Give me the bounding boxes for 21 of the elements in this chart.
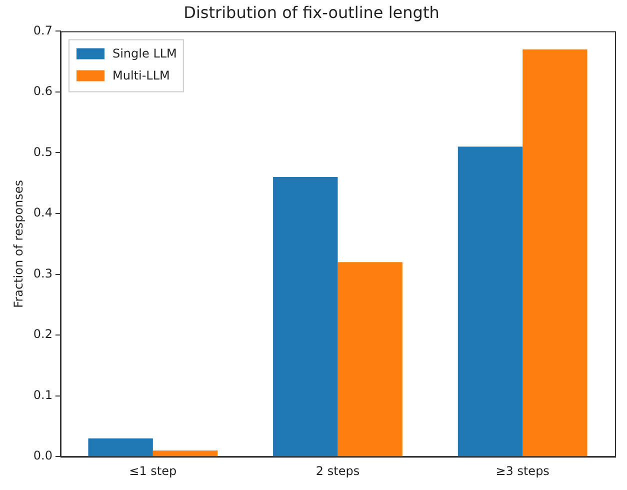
y-tick-label: 0.1 <box>33 388 52 402</box>
y-tick-label: 0.2 <box>33 327 52 342</box>
y-tick-label: 0.6 <box>33 84 52 98</box>
bar <box>338 262 402 456</box>
y-tick-label: 0.7 <box>33 23 52 38</box>
chart-title: Distribution of fix-outline length <box>184 2 440 22</box>
y-tick-label: 0.4 <box>33 206 52 220</box>
y-tick-label: 0.5 <box>33 144 52 159</box>
y-tick-label: 0.0 <box>33 448 52 463</box>
y-axis-title: Fraction of responses <box>11 180 26 308</box>
legend-label: Multi-LLM <box>112 68 170 82</box>
bar <box>458 146 523 456</box>
x-tick-label: ≤1 step <box>129 464 177 478</box>
bar <box>152 450 218 456</box>
bar <box>88 438 153 456</box>
x-tick-label: 2 steps <box>316 464 360 478</box>
x-tick-label: ≥3 steps <box>496 464 550 478</box>
bar <box>273 177 338 456</box>
bar <box>522 49 588 456</box>
legend-label: Single LLM <box>112 46 177 60</box>
y-tick-label: 0.3 <box>33 266 52 280</box>
